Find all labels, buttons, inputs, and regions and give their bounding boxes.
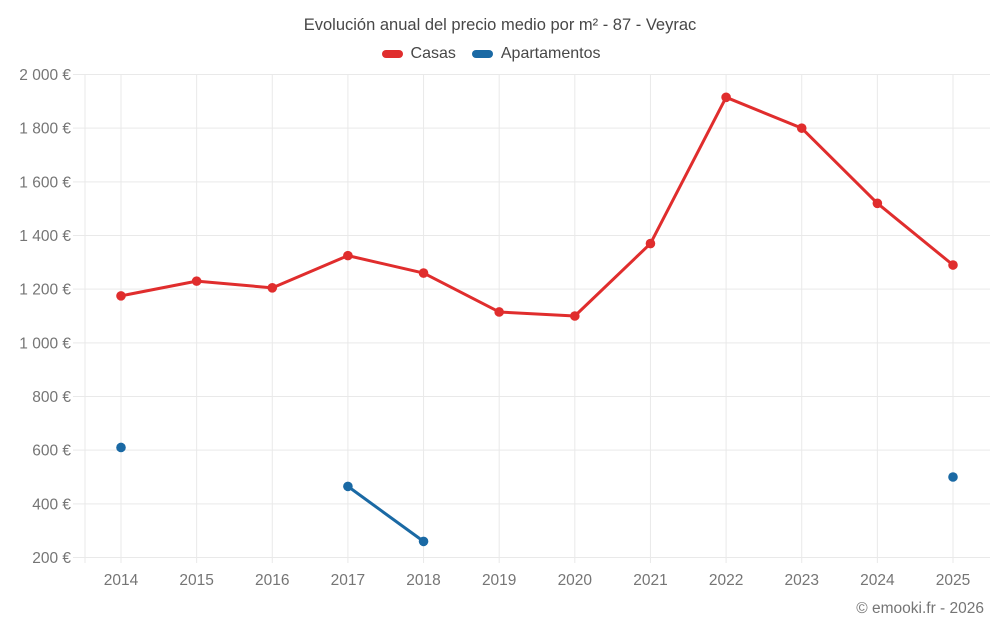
data-point-apartamentos-2014[interactable] <box>116 442 126 453</box>
data-point-casas-2023[interactable] <box>796 123 807 133</box>
data-point-casas-2024[interactable] <box>872 198 883 209</box>
x-tick-label: 2025 <box>936 572 970 589</box>
data-point-casas-2014[interactable] <box>116 291 126 301</box>
legend-label-apartamentos: Apartamentos <box>500 45 601 62</box>
x-tick-label: 2022 <box>709 572 743 589</box>
data-point-casas-2017[interactable] <box>343 250 353 261</box>
credit-text: © emooki.fr - 2026 <box>856 600 984 617</box>
y-tick-label: 1 800 € <box>19 121 71 138</box>
data-point-casas-2016[interactable] <box>267 283 278 293</box>
apartamentos-swatch-icon <box>471 50 493 58</box>
y-tick-label: 800 € <box>32 389 71 406</box>
chart-legend: Casas Apartamentos <box>0 45 982 63</box>
x-tick-label: 2019 <box>482 572 516 589</box>
legend-label-casas: Casas <box>410 45 456 62</box>
x-tick-label: 2014 <box>104 572 139 589</box>
data-point-casas-2020[interactable] <box>570 311 580 321</box>
casas-swatch-icon <box>381 50 403 58</box>
x-tick-label: 2024 <box>860 572 895 589</box>
y-tick-label: 1 200 € <box>19 282 71 299</box>
x-tick-label: 2023 <box>784 572 818 589</box>
legend-item-casas[interactable]: Casas <box>381 45 456 63</box>
y-tick-label: 1 400 € <box>19 228 71 245</box>
y-tick-label: 200 € <box>32 550 71 567</box>
x-tick-label: 2015 <box>179 572 213 589</box>
data-point-casas-2022[interactable] <box>721 92 731 103</box>
chart-title: Evolución anual del precio medio por m² … <box>303 16 697 34</box>
y-tick-label: 2 000 € <box>19 67 71 84</box>
legend-item-apartamentos[interactable]: Apartamentos <box>471 45 601 63</box>
data-point-casas-2015[interactable] <box>191 276 202 286</box>
data-point-casas-2019[interactable] <box>494 307 504 317</box>
x-tick-label: 2020 <box>558 572 593 589</box>
data-point-casas-2018[interactable] <box>418 268 429 278</box>
y-tick-label: 1 600 € <box>19 174 71 191</box>
x-tick-label: 2017 <box>331 572 365 589</box>
y-tick-label: 1 000 € <box>19 335 71 352</box>
data-point-apartamentos-2025[interactable] <box>948 472 958 482</box>
y-tick-label: 400 € <box>32 496 71 513</box>
data-point-casas-2021[interactable] <box>645 238 656 249</box>
x-tick-label: 2016 <box>255 572 289 589</box>
series-line-casas <box>119 95 955 318</box>
data-point-casas-2025[interactable] <box>948 260 958 270</box>
data-point-apartamentos-2017[interactable] <box>343 481 353 492</box>
series-line-apartamentos <box>346 484 426 543</box>
data-point-apartamentos-2018[interactable] <box>418 536 429 547</box>
x-tick-label: 2021 <box>633 572 667 589</box>
y-tick-label: 600 € <box>32 443 71 460</box>
x-tick-label: 2018 <box>406 572 440 589</box>
